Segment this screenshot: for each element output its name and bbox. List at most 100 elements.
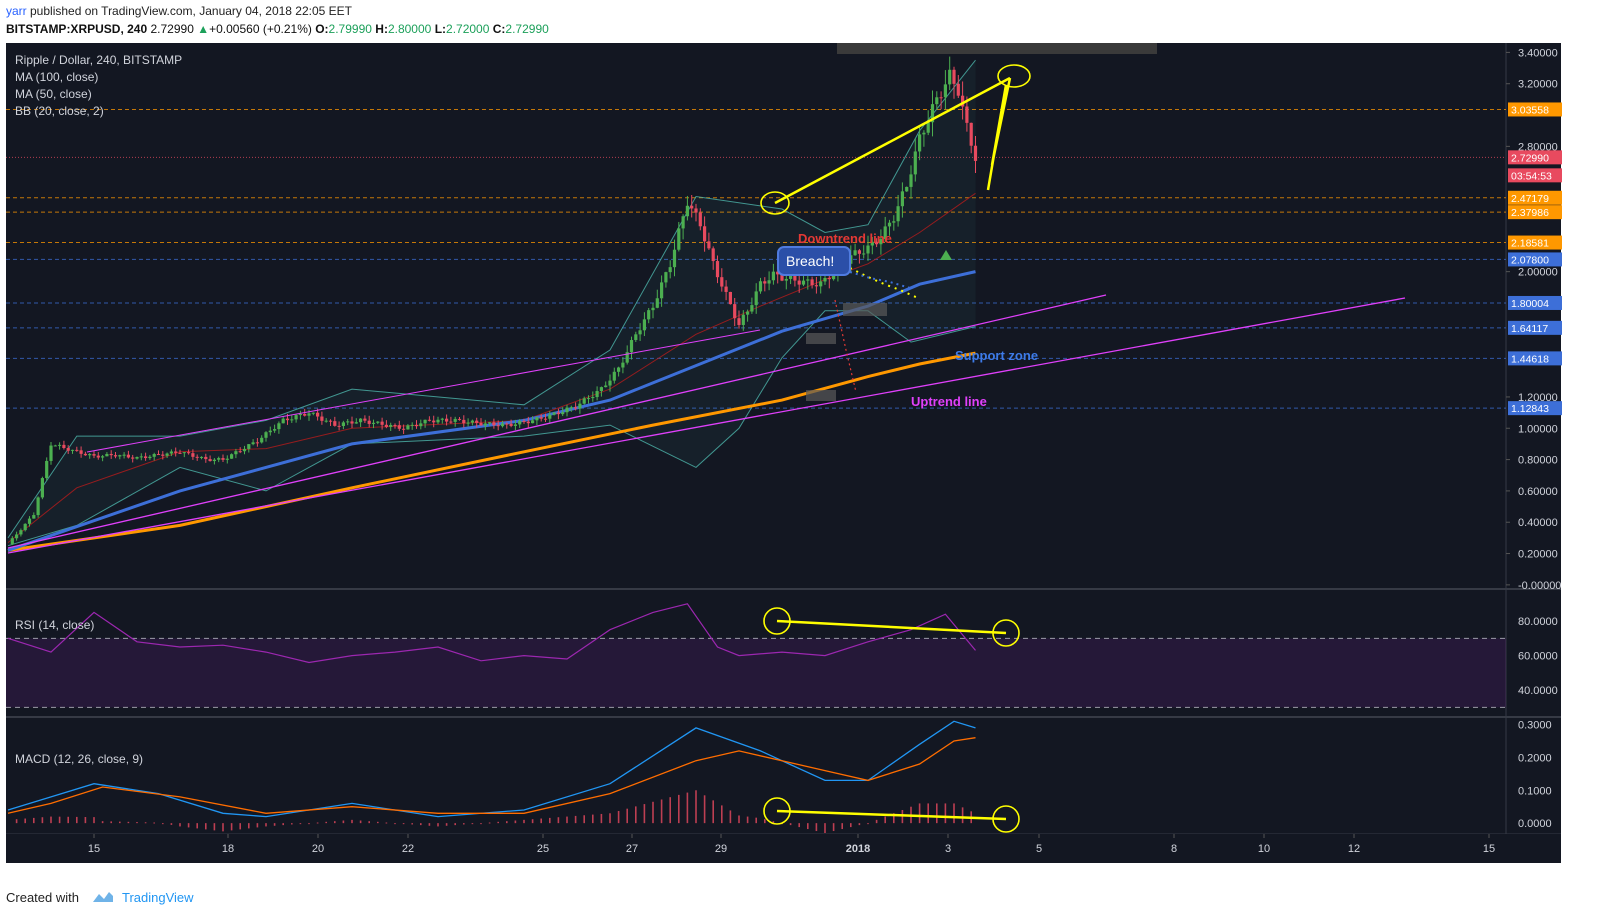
macd-histogram-bar (213, 823, 216, 831)
candle-body (883, 226, 887, 240)
change-arrow-icon: ▲ (197, 22, 210, 36)
candle-body (569, 407, 573, 409)
candle-body (900, 191, 904, 207)
macd-histogram-bar (58, 816, 61, 824)
macd-line (7, 720, 976, 818)
rsi-circle-2 (992, 619, 1020, 647)
macd-histogram-bar (299, 823, 302, 825)
candle-body (320, 416, 324, 421)
price-label-text: 1.12843 (1511, 403, 1549, 415)
macd-circle-2 (992, 805, 1020, 833)
candle-body (870, 241, 874, 246)
close-value: 2.72990 (505, 22, 549, 36)
candle-body (793, 275, 797, 281)
candle-body (281, 418, 285, 424)
macd-histogram-bar (643, 804, 646, 824)
candle-body (324, 420, 328, 422)
macd-histogram-bar (179, 823, 181, 827)
macd-histogram-bar (893, 813, 895, 824)
candle-body (234, 451, 238, 455)
macd-histogram-bar (76, 816, 78, 824)
macd-histogram-bar (144, 822, 147, 824)
candle-body (230, 454, 234, 459)
macd-histogram-bar (41, 817, 44, 824)
candle-body (264, 432, 268, 438)
candle-body (337, 425, 341, 427)
candle-body (273, 429, 277, 431)
candle-body (531, 420, 535, 424)
legend-ma50: MA (50, close) (15, 87, 92, 101)
symbol-info: BITSTAMP:XRPUSD, 240 2.72990 ▲+0.00560 (… (6, 22, 549, 36)
close-label: C: (492, 22, 506, 36)
macd-histogram-bar (385, 822, 388, 824)
macd-histogram-bar (506, 821, 508, 824)
candle-body (156, 454, 161, 456)
y-tick-label: 3.40000 (1518, 47, 1558, 59)
candle-body (505, 423, 509, 425)
drawings[interactable] (7, 64, 1406, 833)
macd-histogram-bar (445, 823, 448, 826)
macd-histogram-bar (944, 803, 947, 824)
macd-histogram-bar (420, 823, 422, 826)
candle-body (328, 420, 333, 422)
price-label-box (1508, 205, 1562, 220)
macd-histogram-bar (463, 823, 465, 825)
macd-histogram-bar (531, 819, 534, 824)
price-peak-trend-line (774, 76, 1011, 205)
macd-histogram-bar (936, 803, 938, 824)
candle-body (672, 249, 677, 268)
candle-body (470, 420, 474, 423)
price-label-text: 3.03558 (1511, 104, 1549, 116)
candle-body (814, 285, 818, 287)
candle-body (419, 423, 423, 427)
rsi-divergence-line (776, 619, 1007, 635)
high-label: H: (375, 22, 388, 36)
macd-histogram-bar (316, 822, 319, 824)
legend-rsi: RSI (14, close) (15, 618, 94, 632)
candle-body (311, 412, 315, 414)
bb-fill (8, 60, 976, 546)
candle-body (393, 424, 397, 426)
candle-body (647, 310, 651, 320)
candle-body (402, 428, 406, 430)
candle-body (453, 418, 457, 422)
legend-macd: MACD (12, 26, close, 9) (15, 752, 143, 766)
candle-body (638, 330, 642, 335)
candle-body (217, 458, 221, 460)
candle-body (462, 419, 466, 424)
candle-body (32, 515, 36, 519)
price-label-text: 2.37986 (1511, 207, 1549, 219)
horizontal-levels (6, 108, 1506, 409)
candle-body (285, 418, 290, 421)
candle-body (930, 104, 935, 123)
macd-histogram-bar (867, 823, 869, 825)
candle-body (225, 458, 229, 460)
candle-body (174, 451, 178, 453)
candle-body (350, 421, 354, 424)
tradingview-link[interactable]: TradingView (122, 890, 194, 905)
macd-histogram-bar (686, 792, 689, 824)
macd-histogram-bar (273, 823, 276, 826)
candle-body (535, 417, 539, 421)
breach-dotted-path (834, 299, 857, 393)
candle-body (131, 457, 135, 459)
price-label-box (1508, 252, 1562, 267)
macd-histogram-bar (153, 822, 155, 824)
price-label-box (1508, 102, 1562, 117)
candle-body (40, 478, 44, 498)
uptrend-channel-upper (7, 294, 1107, 549)
macd-histogram-bar (729, 810, 732, 824)
macd-tick-label: 0.3000 (1518, 720, 1552, 732)
macd-histogram-bar (196, 823, 198, 829)
author-name[interactable]: yarr (6, 4, 27, 18)
breach-label: Breach! (786, 253, 834, 269)
macd-histogram-bar (695, 790, 697, 824)
x-tick-label: 20 (312, 843, 324, 855)
legend-bb: BB (20, close, 2) (15, 104, 104, 118)
macd-histogram-bar (918, 803, 921, 824)
macd-histogram-bar (841, 823, 843, 830)
candle-body (561, 412, 565, 415)
candle-body (380, 421, 384, 425)
candle-body (298, 413, 302, 416)
